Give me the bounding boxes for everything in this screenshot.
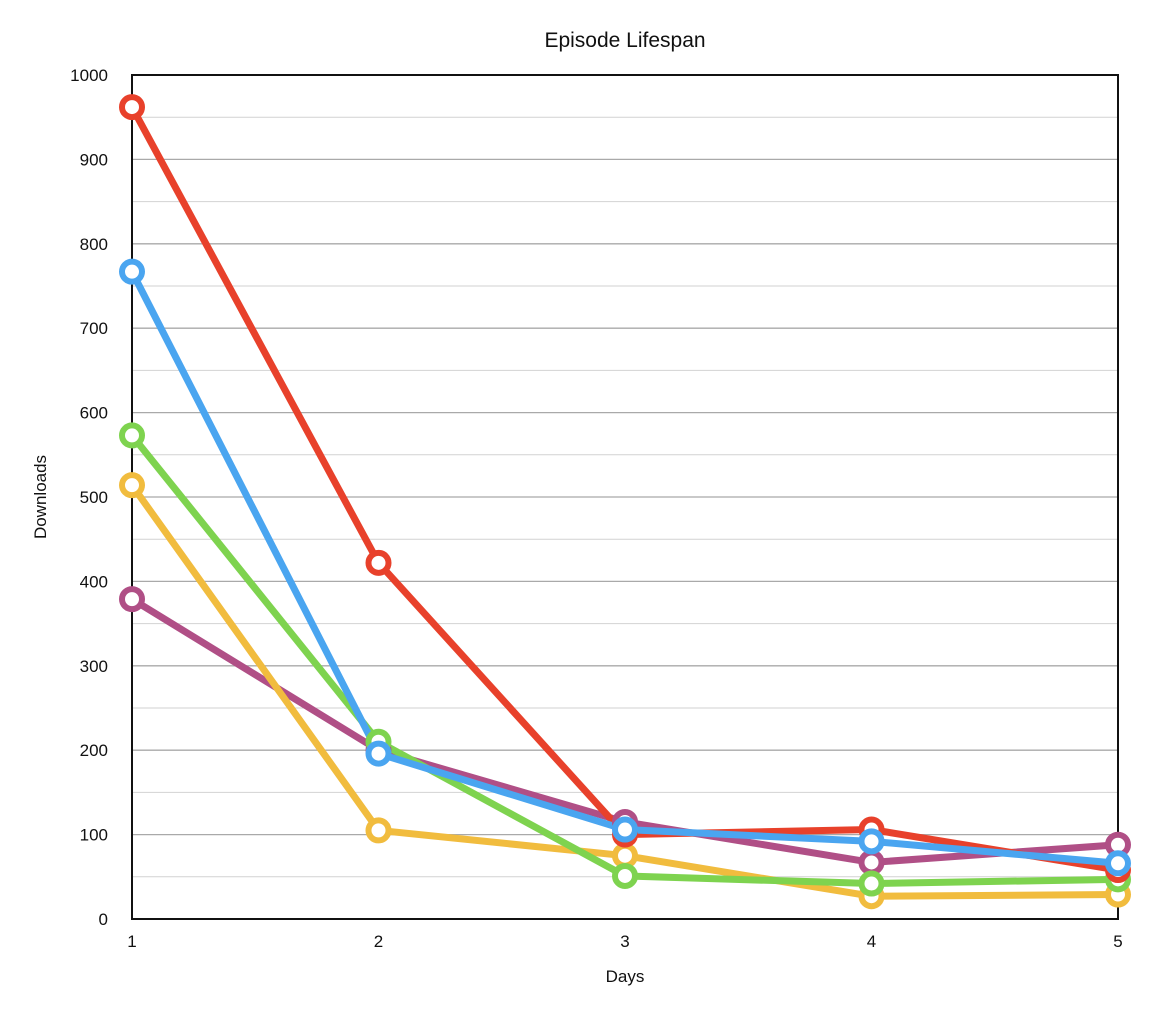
series-line-5	[128, 268, 1122, 867]
y-tick-label: 500	[80, 488, 108, 507]
data-point-series-1	[119, 586, 145, 613]
series-line-4	[128, 103, 1122, 874]
x-tick-label: 1	[127, 932, 136, 951]
data-point-series-4	[119, 94, 145, 121]
data-point-series-5	[365, 740, 392, 767]
y-tick-label: 200	[80, 741, 108, 760]
x-tick-label: 5	[1113, 932, 1122, 951]
data-point-series-3	[612, 862, 638, 889]
data-point-series-1	[858, 849, 885, 876]
grid-layer	[132, 116, 1118, 878]
y-tick-label: 0	[99, 910, 108, 929]
data-point-series-5	[119, 258, 145, 285]
y-tick-label: 1000	[70, 66, 108, 85]
y-tick-label: 600	[80, 404, 108, 423]
y-tick-label: 700	[80, 319, 108, 338]
series-layer	[119, 94, 1131, 910]
y-tick-label: 400	[80, 572, 108, 591]
tick-layer: 0 100 200 300 400 500 600 700 800 900 1000 1 2 3 4 5	[70, 66, 1123, 951]
data-point-series-5	[1105, 850, 1131, 877]
data-point-series-2	[612, 842, 638, 869]
data-point-series-2	[119, 472, 145, 499]
data-point-series-3	[119, 422, 145, 449]
y-axis-label: Downloads	[31, 455, 50, 539]
data-point-series-4	[365, 549, 392, 576]
chart-title: Episode Lifespan	[544, 29, 705, 52]
y-tick-label: 100	[80, 826, 108, 845]
x-tick-label: 3	[620, 932, 629, 951]
y-tick-label: 900	[80, 150, 108, 169]
x-tick-label: 2	[374, 932, 383, 951]
data-point-series-2	[365, 817, 392, 844]
data-point-series-3	[858, 870, 885, 897]
data-point-series-5	[858, 828, 885, 855]
data-point-series-5	[612, 816, 638, 843]
x-axis-label: Days	[606, 967, 645, 986]
y-tick-label: 800	[80, 235, 108, 254]
y-tick-label: 300	[80, 657, 108, 676]
x-tick-label: 4	[867, 932, 876, 951]
